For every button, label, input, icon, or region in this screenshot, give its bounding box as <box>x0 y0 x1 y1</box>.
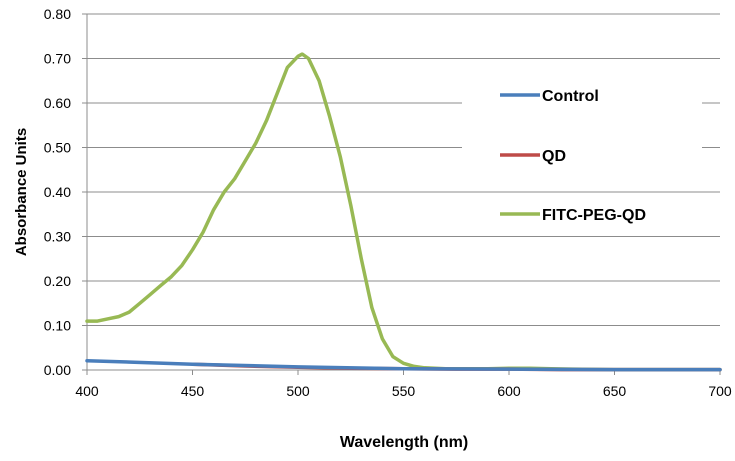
y-tick-label: 0.50 <box>44 140 71 156</box>
y-tick-label: 0.80 <box>44 6 71 22</box>
y-tick-label: 0.20 <box>44 273 71 289</box>
x-tick-label: 600 <box>497 383 521 399</box>
legend-bg <box>462 144 702 166</box>
x-tick-label: 650 <box>603 383 627 399</box>
legend-bg <box>462 84 702 106</box>
x-axis-label: Wavelength (nm) <box>340 434 468 451</box>
series-lines <box>85 52 722 372</box>
x-tick-label: 400 <box>75 383 99 399</box>
y-tick-label: 0.60 <box>44 95 71 111</box>
legend-label: QD <box>542 148 566 165</box>
series-line-control <box>85 358 722 372</box>
legend: Control QD FITC-PEG-QD <box>462 84 702 225</box>
y-tick-label: 0.00 <box>44 362 71 378</box>
gridlines <box>87 13 720 326</box>
x-tick-label: 450 <box>181 383 205 399</box>
x-tick-label: 700 <box>708 383 732 399</box>
y-tick-label: 0.10 <box>44 318 71 334</box>
legend-bg <box>462 203 702 225</box>
y-tick-label: 0.40 <box>44 184 71 200</box>
legend-label: FITC-PEG-QD <box>542 207 646 224</box>
axes: 0.00 0.10 0.20 0.30 0.40 0.50 0.60 0.70 0.80 400 4… <box>44 6 732 399</box>
y-tick-label: 0.30 <box>44 229 71 245</box>
y-axis-label: Absorbance Units <box>13 128 30 256</box>
y-tick-label: 0.70 <box>44 51 71 67</box>
legend-label: Control <box>542 88 599 105</box>
x-tick-label: 500 <box>286 383 310 399</box>
x-tick-label: 550 <box>392 383 416 399</box>
